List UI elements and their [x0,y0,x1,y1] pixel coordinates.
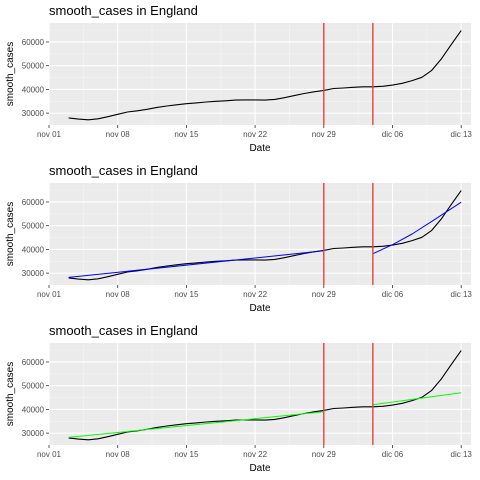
y-axis-title: smooth_cases [5,42,16,106]
y-axis-title: smooth_cases [5,362,16,426]
x-axis-title: Date [249,303,271,314]
grid-lines [48,183,471,285]
chart-panel-3: nov 01 nov 08 nov 15 nov 22 nov 29 dic 06 dic … [5,323,472,474]
plot-background [49,183,471,285]
x-tick-label: nov 01 [37,290,62,299]
series-line-smooth-cases [68,30,462,121]
x-tick-label: dic 13 [451,450,473,459]
x-tick-label: dic 06 [382,130,404,139]
y-tick-label: 30000 [22,429,45,438]
x-tick-label: dic 06 [382,450,404,459]
x-tick-label: nov 29 [312,130,337,139]
chart-panel-2: nov 01 nov 08 nov 15 nov 22 nov 29 dic 06 dic … [5,163,472,314]
y-tick-label: 30000 [22,109,45,118]
y-tick-label: 60000 [22,38,45,47]
y-tick-label: 50000 [22,382,45,391]
x-tick-label: nov 15 [174,450,199,459]
series-line-fit-2 [372,392,462,406]
y-tick-label: 30000 [22,269,45,278]
chart-title: smooth_cases in England [49,163,198,178]
x-tick-label: nov 22 [243,130,268,139]
x-tick-label: nov 08 [106,130,131,139]
series-line-smooth-cases [68,190,462,281]
x-tick-label: dic 13 [451,130,473,139]
series-line-fit-1 [68,250,324,278]
x-tick-label: nov 15 [174,130,199,139]
x-tick-label: nov 29 [312,450,337,459]
y-tick-label: 60000 [22,358,45,367]
y-axis-title: smooth_cases [5,202,16,266]
grid-lines [48,343,471,445]
x-tick-label: nov 01 [37,130,62,139]
x-tick-label: dic 06 [382,290,404,299]
y-tick-label: 40000 [22,85,45,94]
y-tick-label: 50000 [22,222,45,231]
y-tick-label: 40000 [22,245,45,254]
x-tick-label: nov 22 [243,290,268,299]
y-tick-label: 40000 [22,405,45,414]
plot-background [49,23,471,125]
series-line-fit-1 [68,411,324,438]
x-tick-label: nov 08 [106,290,131,299]
x-tick-label: nov 15 [174,290,199,299]
plot-background [49,343,471,445]
x-tick-label: nov 01 [37,450,62,459]
x-axis-title: Date [249,463,271,474]
chart-panel-1: nov 01 nov 08 nov 15 nov 22 nov 29 dic 06 dic … [5,3,472,154]
x-axis-title: Date [249,143,271,154]
y-tick-label: 50000 [22,62,45,71]
x-tick-label: nov 22 [243,450,268,459]
x-tick-label: dic 13 [451,290,473,299]
x-tick-label: nov 08 [106,450,131,459]
chart-title: smooth_cases in England [49,323,198,338]
grid-lines [48,23,471,125]
x-tick-label: nov 29 [312,290,337,299]
chart-title: smooth_cases in England [49,3,198,18]
y-tick-label: 60000 [22,198,45,207]
series-line-fit-2 [372,201,462,255]
